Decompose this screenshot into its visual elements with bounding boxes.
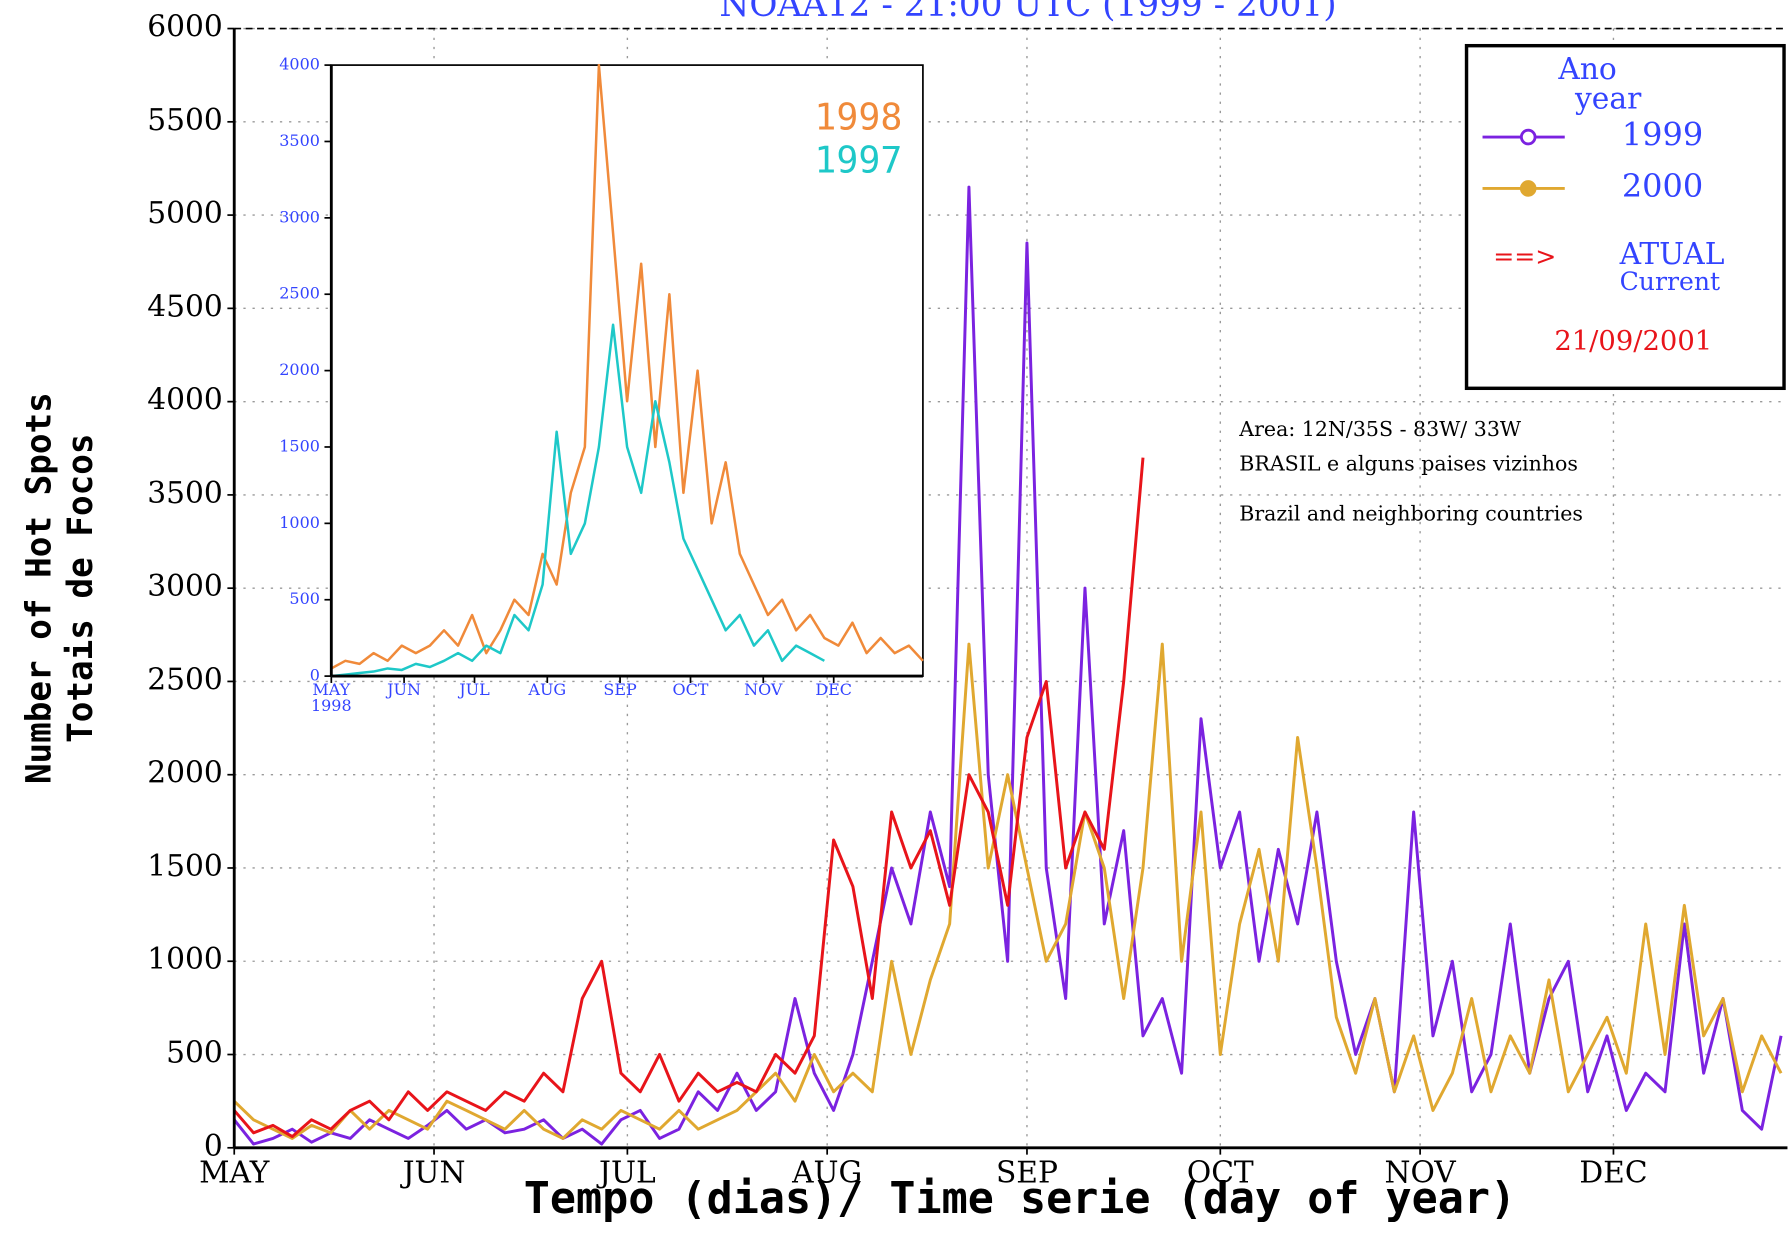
x-tick-label: JUN — [385, 680, 421, 699]
y-tick-label: 2000 — [279, 360, 320, 379]
legend-label: 1997 — [814, 139, 902, 182]
y-tick-label: 5000 — [147, 196, 223, 231]
y-tick-label: 500 — [289, 589, 319, 608]
y-tick-label: 500 — [166, 1036, 223, 1071]
y-tick-label: 2500 — [279, 284, 320, 303]
legend-label: 2000 — [1622, 167, 1703, 205]
series-line — [331, 323, 825, 678]
legend-marker — [1519, 128, 1537, 146]
legend-symbol: ==> — [1493, 242, 1556, 271]
x-tick-label: AUG — [791, 1156, 862, 1191]
x-tick-label: OCT — [673, 680, 709, 699]
legend-box — [1464, 43, 1786, 391]
series-line — [233, 642, 1783, 1140]
x-tick-label: DEC — [1579, 1156, 1647, 1191]
y-axis-label: Totais de Focos — [61, 434, 101, 743]
y-tick-label: 3500 — [279, 131, 320, 150]
y-tick-label: 3000 — [279, 207, 320, 226]
y-tick-label: 4000 — [279, 55, 320, 74]
y-tick-label: 5500 — [147, 103, 223, 138]
x-tick-label: JUL — [596, 1156, 656, 1191]
legend-label: ATUAL — [1619, 237, 1725, 272]
x-tick-label: NOV — [1384, 1156, 1456, 1191]
y-tick-label: 2000 — [147, 756, 223, 791]
y-tick-label: 0 — [310, 666, 320, 685]
legend-date: 21/09/2001 — [1554, 326, 1712, 357]
legend-label: Current — [1620, 267, 1721, 296]
y-tick-label: 2500 — [147, 662, 223, 697]
x-tick-label: JUN — [400, 1156, 466, 1191]
x-tick-label: NOV — [744, 680, 783, 699]
x-tick-label: MAY — [312, 680, 350, 699]
x-tick-label: AUG — [527, 680, 566, 699]
x-tick-label: OCT — [1187, 1156, 1254, 1191]
x-tick-label: SEP — [996, 1156, 1058, 1191]
x-tick-label: SEP — [603, 680, 637, 699]
annotation: Brazil and neighboring countries — [1239, 502, 1583, 526]
y-tick-label: 0 — [204, 1129, 223, 1164]
chart-title: NOAA12 - 21:00 UTC (1999 - 2001) — [719, 0, 1336, 25]
x-tick-label: MAY — [199, 1156, 270, 1191]
x-tick-label: JUL — [457, 680, 490, 699]
annotation: Area: 12N/35S - 83W/ 33W — [1238, 417, 1522, 441]
y-tick-label: 6000 — [147, 10, 223, 45]
legend-label: 1999 — [1622, 116, 1703, 154]
x-tick-label: DEC — [815, 680, 852, 699]
y-tick-label: 3000 — [147, 569, 223, 604]
series-line — [330, 63, 924, 670]
legend-title: Ano — [1557, 52, 1616, 87]
y-tick-label: 3500 — [147, 476, 223, 511]
y-tick-label: 1000 — [279, 513, 320, 532]
y-axis-label: Number of Hot Spots — [20, 392, 60, 784]
legend-title: year — [1574, 82, 1642, 117]
y-tick-label: 1500 — [147, 849, 223, 884]
y-tick-label: 4500 — [147, 289, 223, 324]
legend-label: 1998 — [814, 95, 902, 138]
annotation: BRASIL e alguns paises vizinhos — [1239, 451, 1578, 475]
series-line — [233, 457, 1145, 1139]
y-tick-label: 1000 — [147, 942, 223, 977]
x-sublabel: 1998 — [311, 696, 352, 715]
x-axis-label: Tempo (dias)/ Time serie (day of year) — [524, 1174, 1516, 1224]
legend-marker — [1519, 180, 1537, 197]
inset-background — [330, 64, 924, 677]
y-tick-label: 4000 — [147, 383, 223, 418]
y-tick-label: 1500 — [279, 436, 320, 455]
